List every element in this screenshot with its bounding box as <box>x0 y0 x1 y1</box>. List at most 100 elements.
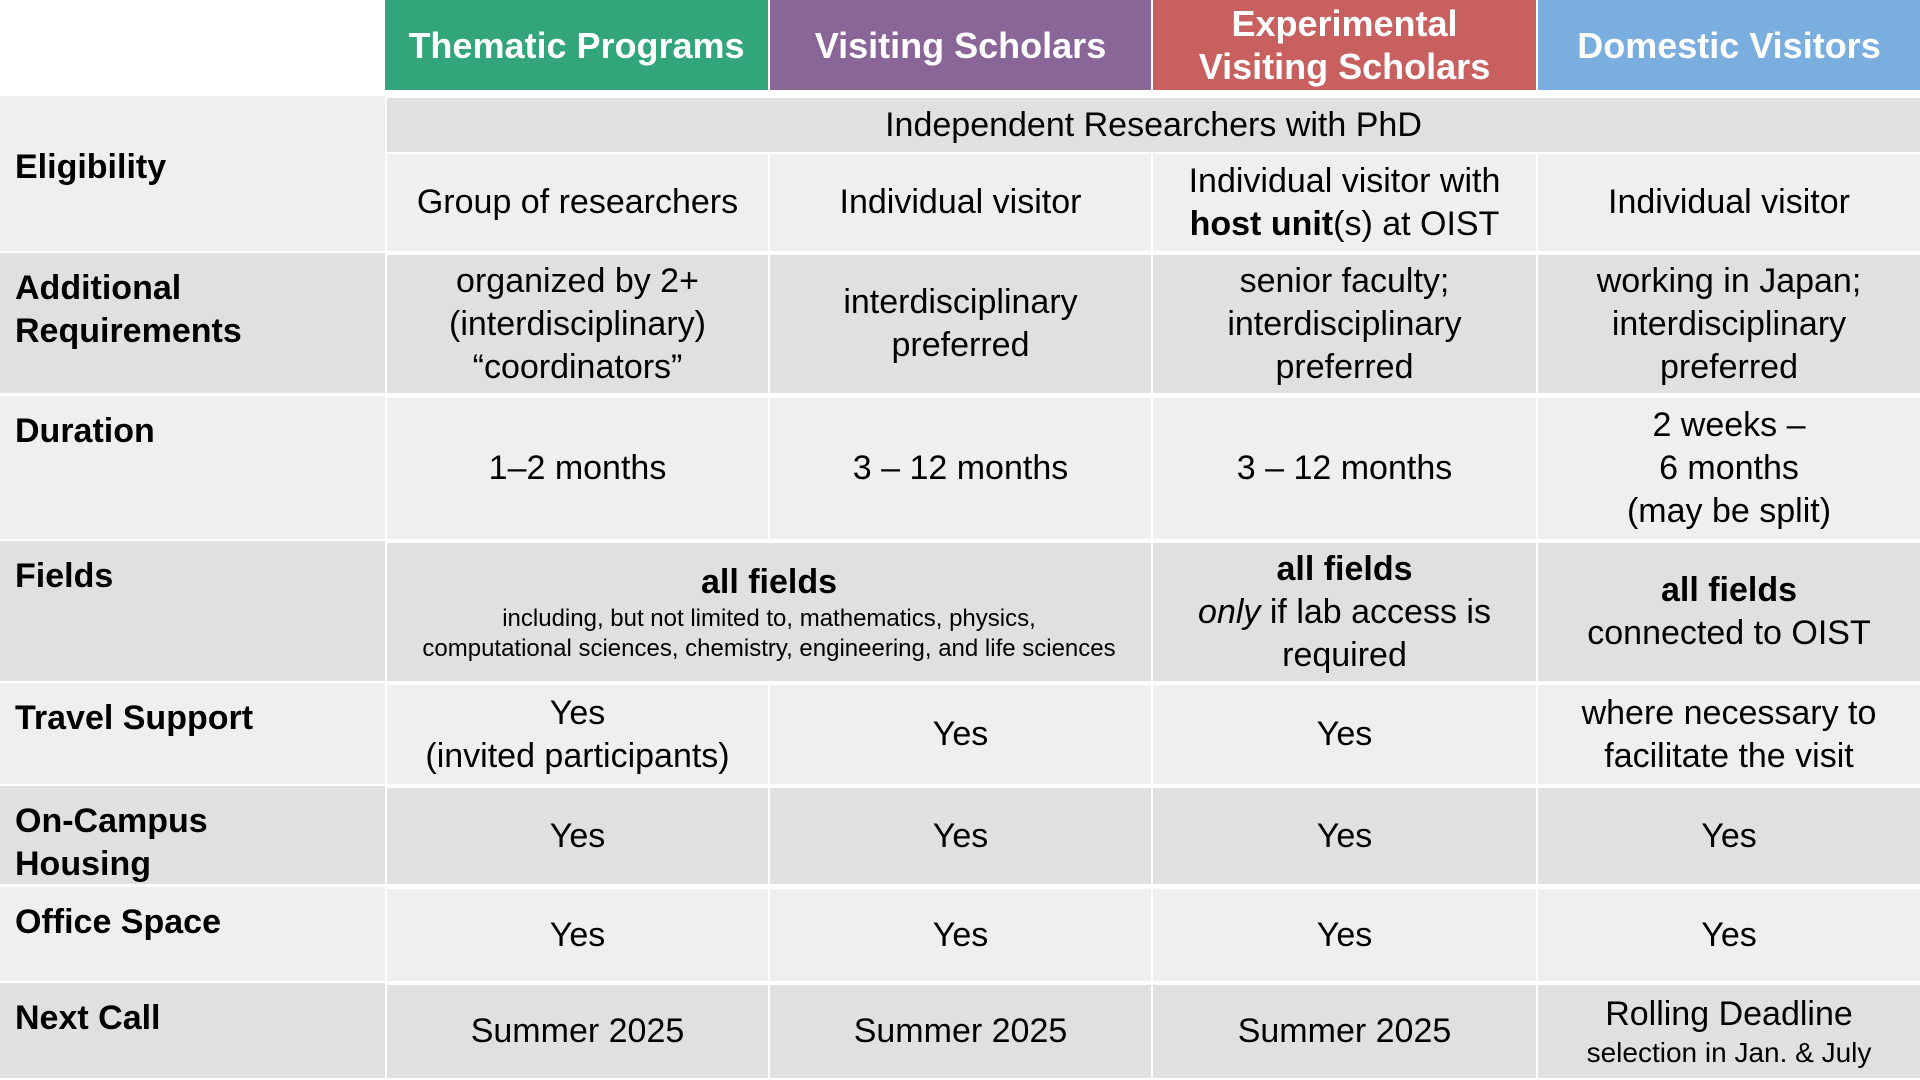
line: interdisciplinary <box>1227 303 1461 346</box>
line: Yes <box>550 914 605 957</box>
cell-text: preferred <box>891 326 1030 364</box>
cell-text: Yes <box>1701 915 1757 954</box>
line: connected to OIST <box>1587 612 1871 655</box>
cell-text: (interdisciplinary) <box>449 304 706 343</box>
line: where necessary to <box>1582 692 1877 735</box>
cell-text: only <box>1198 592 1261 631</box>
line: Requirements <box>15 310 242 353</box>
cell-text: 3 – 12 months <box>1236 449 1453 487</box>
line: only if lab access is <box>1198 591 1491 634</box>
line: senior faculty; <box>1240 260 1450 303</box>
row-label: Eligibility <box>0 96 385 251</box>
line: Yes <box>933 815 988 858</box>
row-label-text: Additional <box>15 269 182 307</box>
cell-text: organized by 2+ <box>456 261 699 300</box>
line: interdisciplinary <box>843 281 1077 324</box>
row-label: Office Space <box>0 887 385 981</box>
cell: 2 weeks – 6 months (may be split) <box>1538 398 1920 539</box>
line: 3 – 12 months <box>853 447 1068 490</box>
line: Eligibility <box>15 146 166 189</box>
column-header: Experimental Visiting Scholars <box>1153 0 1536 90</box>
line: 6 months <box>1659 447 1799 490</box>
row-label: On-Campus Housing <box>0 786 385 884</box>
cell-text: Yes <box>932 715 989 753</box>
cell: all fields only if lab access is required <box>1153 543 1536 681</box>
line: 2 weeks – <box>1652 404 1805 447</box>
cell-text: Yes <box>1316 915 1373 954</box>
column-header: Domestic Visitors <box>1538 0 1920 90</box>
cell-title: all fields <box>700 562 838 601</box>
cell-text: interdisciplinary <box>843 283 1078 321</box>
line: Yes <box>550 815 605 858</box>
cell: Yes <box>387 788 768 884</box>
cell: Yes <box>770 889 1151 981</box>
cell: Individual visitor <box>770 154 1151 251</box>
cell-text: preferred <box>1660 347 1798 386</box>
line: 3 – 12 months <box>1237 447 1452 490</box>
header-text: Visiting Scholars <box>814 24 1107 66</box>
cell-note: selection in Jan. & July <box>1586 1037 1872 1068</box>
cell-text: required <box>1282 635 1407 674</box>
line: “coordinators” <box>473 346 683 389</box>
line: facilitate the visit <box>1604 735 1853 778</box>
line: Individual visitor <box>1608 181 1850 224</box>
cell: Yes <box>770 685 1151 784</box>
cell-text: where necessary to <box>1581 693 1877 732</box>
line: Additional <box>15 267 181 310</box>
cell-text: Individual visitor <box>1608 183 1850 221</box>
line: (interdisciplinary) <box>449 303 706 346</box>
header-text: Visiting Scholars <box>1198 46 1491 87</box>
cell-text: connected to OIST <box>1587 614 1871 652</box>
cell: Yes <box>387 889 768 981</box>
row-label-text: On-Campus <box>15 802 208 840</box>
line: Travel Support <box>15 697 253 740</box>
row-label: Travel Support <box>0 683 385 784</box>
cell-text: “coordinators” <box>472 347 683 386</box>
shared-cell: Independent Researchers with PhD <box>387 98 1920 152</box>
line: Duration <box>15 410 155 453</box>
line: preferred <box>1276 346 1414 389</box>
row-label: Additional Requirements <box>0 253 385 393</box>
cell-text: 6 months <box>1659 449 1799 487</box>
cell: Summer 2025 <box>770 985 1151 1078</box>
line: Next Call <box>15 997 161 1040</box>
line: host unit(s) at OIST <box>1190 203 1500 246</box>
line: Yes <box>550 692 605 735</box>
cell-text: host unit <box>1189 204 1334 243</box>
line: On-Campus <box>15 800 208 843</box>
row-label-text: Housing <box>15 845 151 883</box>
span-cell: all fields including, but not limited to,… <box>387 543 1151 681</box>
line: 1–2 months <box>489 447 667 490</box>
cell-text: working in Japan; <box>1596 261 1862 300</box>
cell-text: Independent Researchers with PhD <box>885 105 1422 144</box>
row-label-text: Duration <box>15 412 155 450</box>
cell-title: all fields <box>1660 571 1798 609</box>
row-label-text: Office Space <box>15 903 221 941</box>
cell-text: Yes <box>549 915 606 954</box>
cell: Yes <box>1153 889 1536 981</box>
line: Yes <box>933 914 988 957</box>
line: Individual visitor with <box>1189 160 1501 203</box>
row-label: Fields <box>0 541 385 681</box>
cell-text: Individual visitor <box>839 183 1082 221</box>
cell-text: Yes <box>549 693 606 732</box>
line: Yes <box>933 713 988 756</box>
cell: Group of researchers <box>387 154 768 251</box>
row-label-text: Fields <box>15 557 114 595</box>
cell: all fields connected to OIST <box>1538 543 1920 681</box>
cell-text: interdisciplinary <box>1611 304 1847 343</box>
cell: working in Japan; interdisciplinary prefer… <box>1538 255 1920 393</box>
line: Rolling Deadline <box>1605 993 1853 1036</box>
cell-text: Summer 2025 <box>853 1012 1068 1050</box>
row-label-text: Eligibility <box>15 148 167 186</box>
header-text: Domestic Visitors <box>1577 24 1881 66</box>
row-label: Duration <box>0 396 385 539</box>
cell: interdisciplinary preferred <box>770 255 1151 393</box>
cell-text: if lab access is <box>1260 592 1491 631</box>
cell: senior faculty; interdisciplinary preferre… <box>1153 255 1536 393</box>
cell: 1–2 months <box>387 398 768 539</box>
cell-text: preferred <box>1275 347 1414 386</box>
cell: 3 – 12 months <box>1153 398 1536 539</box>
line: Summer 2025 <box>1238 1010 1452 1053</box>
line: Fields <box>15 555 113 598</box>
